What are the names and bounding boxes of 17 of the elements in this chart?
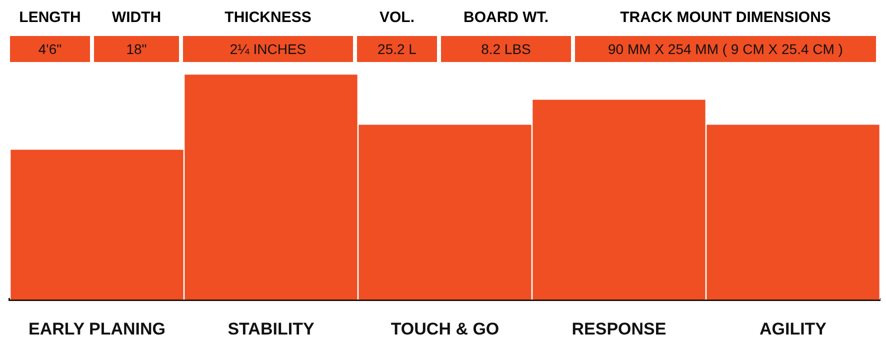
category-label: VOL.	[378, 8, 416, 28]
category-label: WIDTH	[110, 8, 162, 28]
category-label: TRACK MOUNT DIMENSIONS	[619, 8, 832, 28]
text: 8.2 LBS	[441, 36, 571, 62]
text: 2¼ INCHES	[183, 36, 353, 62]
x-tick-label: STABILITY	[228, 319, 315, 338]
text: 4'6"	[10, 36, 90, 62]
category-label: THICKNESS	[224, 8, 312, 28]
text: 90 MM X 254 MM ( 9 CM X 25.4 CM )	[575, 36, 876, 62]
category-label: BOARD WT.	[462, 8, 550, 28]
x-tick-label: AGILITY	[759, 319, 828, 338]
x-tick-label: EARLY PLANING	[28, 319, 166, 338]
text: 18"	[94, 36, 179, 62]
x-tick-label: TOUCH & GO	[390, 319, 500, 338]
x-tick-label: RESPONSE	[572, 319, 666, 338]
category-label: LENGTH	[18, 8, 82, 28]
text: 25.2 L	[357, 36, 437, 62]
